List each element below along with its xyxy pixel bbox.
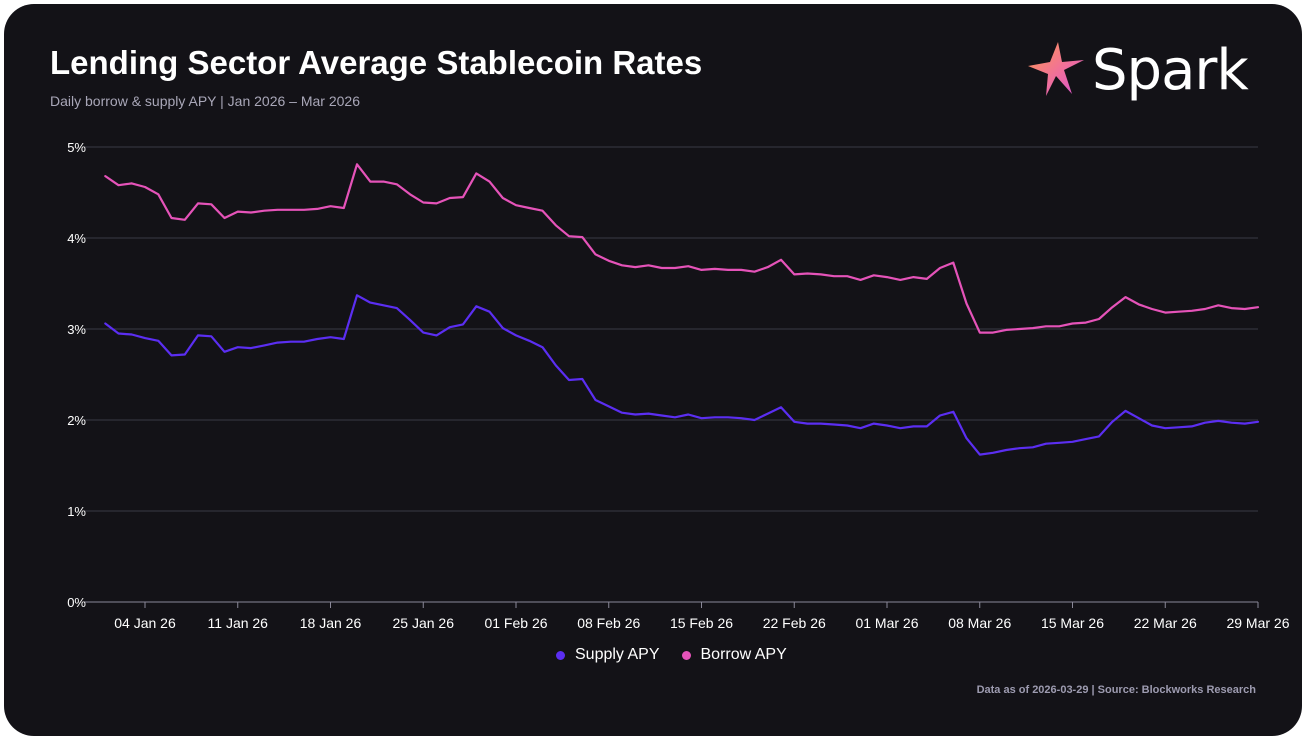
- x-tick-label: 25 Jan 26: [393, 615, 455, 631]
- x-tick-label: 08 Mar 26: [948, 615, 1011, 631]
- line-chart: 0% 1% 2% 3% 4% 5% 04 Jan 26 11 Jan 26 18 Jan 26…: [67, 140, 1290, 631]
- x-tick-label: 15 Mar 26: [1041, 615, 1104, 631]
- y-tick-label: 3%: [67, 322, 86, 337]
- y-tick-label: 1%: [67, 504, 86, 519]
- spark-logo: Spark: [1024, 36, 1264, 106]
- legend-label-supply: Supply APY: [575, 646, 660, 663]
- y-tick-label: 4%: [67, 231, 86, 246]
- x-tick-label: 22 Mar 26: [1134, 615, 1197, 631]
- x-tick-label: 29 Mar 26: [1226, 615, 1289, 631]
- y-tick-label: 0%: [67, 595, 86, 610]
- x-tick-label: 01 Feb 26: [484, 615, 547, 631]
- logo-wordmark: Spark: [1092, 38, 1249, 103]
- grid-lines: [84, 146, 1258, 603]
- legend-label-borrow: Borrow APY: [700, 646, 787, 663]
- data-source-note: Data as of 2026-03-29 | Source: Blockwor…: [976, 684, 1256, 696]
- x-tick-label: 01 Mar 26: [855, 615, 918, 631]
- supply-apy-line[interactable]: [104, 294, 1260, 456]
- chart-subtitle: Daily borrow & supply APY | Jan 2026 – M…: [50, 93, 360, 109]
- borrow-apy-line[interactable]: [104, 163, 1260, 334]
- x-tick-label: 11 Jan 26: [208, 615, 269, 631]
- legend-item-borrow[interactable]: Borrow APY: [681, 646, 787, 664]
- y-tick-label: 2%: [67, 413, 86, 428]
- legend-marker-supply: [556, 650, 565, 660]
- x-axis-ticks: 04 Jan 26 11 Jan 26 18 Jan 26 25 Jan 26 01 F…: [114, 602, 1290, 631]
- series-lines: [104, 163, 1260, 456]
- y-tick-label: 5%: [67, 140, 86, 155]
- chart-card: Lending Sector Average Stablecoin Rates …: [4, 4, 1302, 736]
- spark-star-icon: [1028, 42, 1084, 96]
- chart-legend: Supply APY Borrow APY: [556, 646, 809, 664]
- legend-marker-borrow: [681, 650, 691, 660]
- y-axis-ticks: 0% 1% 2% 3% 4% 5%: [67, 140, 86, 610]
- x-tick-label: 18 Jan 26: [300, 615, 362, 631]
- x-tick-label: 22 Feb 26: [763, 615, 826, 631]
- legend-item-supply[interactable]: Supply APY: [556, 646, 660, 664]
- x-tick-label: 08 Feb 26: [577, 615, 640, 631]
- x-tick-label: 15 Feb 26: [670, 615, 733, 631]
- x-tick-label: 04 Jan 26: [114, 615, 176, 631]
- chart-title: Lending Sector Average Stablecoin Rates: [50, 44, 703, 81]
